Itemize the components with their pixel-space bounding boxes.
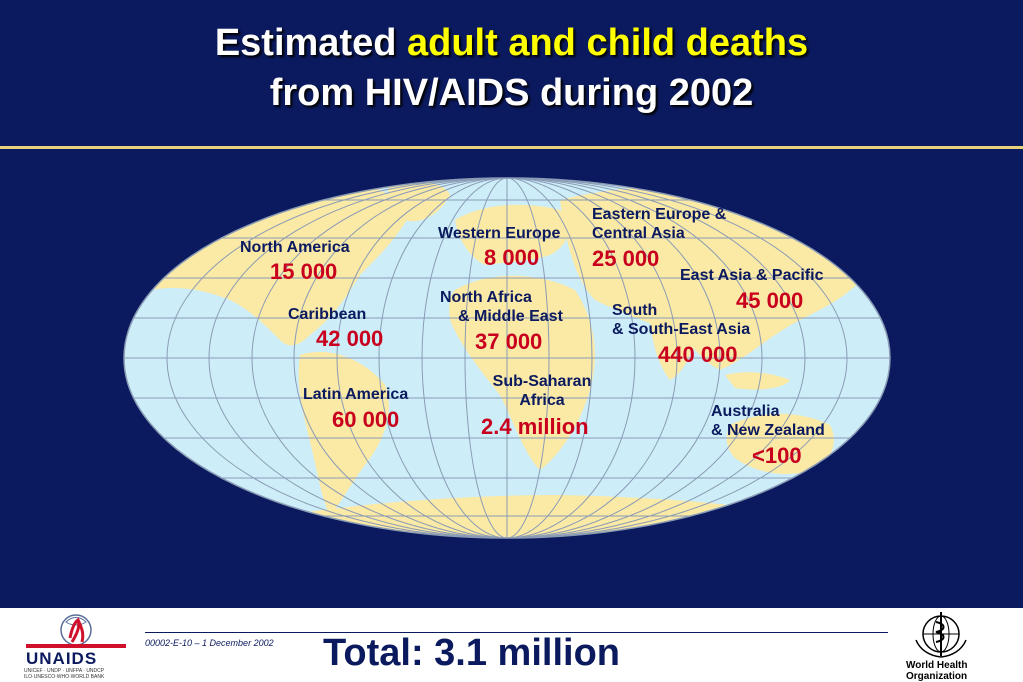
who-emblem-icon	[915, 612, 967, 658]
graticule-meridian-8	[166, 178, 848, 538]
document-code: 00002-E-10 – 1 December 2002	[145, 638, 274, 648]
region-south-south-east-asia-value: 440 000	[658, 342, 738, 367]
region-eastern-europe-central-asia-name: Eastern Europe & Central Asia	[592, 205, 726, 243]
region-name-line: Central Asia	[592, 225, 685, 242]
region-name-line: Africa	[519, 392, 565, 409]
title-line-1: Estimated adult and child deaths	[0, 18, 1023, 68]
region-sub-saharan-africa-name: Sub-Saharan Africa	[490, 372, 594, 410]
region-australia-new-zealand-value: <100	[752, 443, 802, 468]
slide-footer: UNAIDS UNICEF · UNDP · UNFPA · UNDCP ILO…	[0, 608, 1023, 682]
who-name: World Health Organization	[906, 660, 967, 682]
region-caribbean-name: Caribbean	[288, 305, 366, 324]
region-name-line: Caribbean	[288, 306, 367, 323]
total-deaths: Total: 3.1 million	[323, 632, 620, 674]
title-highlight: adult and child deaths	[407, 22, 809, 64]
region-latin-america-name: Latin America	[303, 385, 408, 404]
unaids-logo	[26, 614, 126, 648]
graticule-meridian-5	[293, 178, 721, 538]
landmass-indian-subcontinent	[650, 319, 695, 380]
unaids-wordmark: UNAIDS	[26, 649, 98, 668]
region-latin-america-value: 60 000	[332, 407, 400, 432]
title-prefix: Estimated	[214, 22, 407, 64]
region-western-europe-value: 8 000	[484, 245, 540, 270]
region-north-america-name: North America	[240, 238, 350, 257]
region-north-america-value: 15 000	[270, 259, 338, 284]
graticule-meridian-2	[421, 178, 593, 538]
region-name-line: Latin America	[303, 386, 409, 403]
who-name-line-2: Organization	[906, 671, 968, 682]
graticule-meridian-6	[251, 178, 763, 538]
region-name-line: & New Zealand	[711, 422, 825, 439]
landmass-greenland	[388, 180, 450, 222]
region-north-africa-middle-east-name: North Africa & Middle East	[440, 288, 563, 326]
graticule-meridian-3	[378, 178, 636, 538]
title-line-2: from HIV/AIDS during 2002	[269, 72, 754, 114]
region-name-line: South	[612, 302, 658, 319]
region-north-africa-middle-east-value: 37 000	[475, 329, 543, 354]
region-name-line: Western Europe	[438, 225, 561, 242]
region-eastern-europe-central-asia-value: 25 000	[592, 246, 660, 271]
region-sub-saharan-africa-value: 2.4 million	[481, 414, 589, 439]
region-caribbean-value: 42 000	[316, 326, 384, 351]
region-name-line: Australia	[711, 403, 780, 420]
landmass-new-zealand	[849, 473, 862, 492]
map-graticule	[124, 178, 890, 538]
landmass-southeast-asia-islands	[725, 372, 790, 390]
region-name-line: & South-East Asia	[612, 321, 751, 338]
title-divider	[0, 146, 1023, 149]
world-map	[123, 177, 891, 539]
region-name-line: North America	[240, 239, 350, 256]
region-australia-new-zealand-name: Australia & New Zealand	[711, 402, 825, 440]
region-name-line: & Middle East	[458, 308, 563, 325]
region-name-line: North Africa	[440, 289, 532, 306]
graticule-meridian-7	[208, 178, 806, 538]
unaids-sponsors: UNICEF · UNDP · UNFPA · UNDCP ILO·UNESCO…	[24, 668, 105, 680]
who-name-line-1: World Health	[906, 660, 968, 671]
graticule-meridian-4	[336, 178, 678, 538]
region-south-south-east-asia-name: South & South-East Asia	[612, 301, 750, 339]
slide-title: Estimated adult and child deaths from HI…	[0, 18, 1023, 118]
region-east-asia-pacific-value: 45 000	[736, 288, 804, 313]
footer-divider	[145, 632, 888, 633]
region-name-line: Eastern Europe &	[592, 206, 727, 223]
region-east-asia-pacific-name: East Asia & Pacific	[680, 266, 823, 285]
landmass-africa	[449, 275, 595, 470]
graticule-meridian-1	[464, 178, 550, 538]
region-name-line: East Asia & Pacific	[680, 267, 824, 284]
map-border	[123, 177, 891, 539]
region-name-line: Sub-Saharan	[492, 373, 592, 390]
landmass-south-america	[298, 351, 389, 515]
region-western-europe-name: Western Europe	[438, 224, 560, 243]
